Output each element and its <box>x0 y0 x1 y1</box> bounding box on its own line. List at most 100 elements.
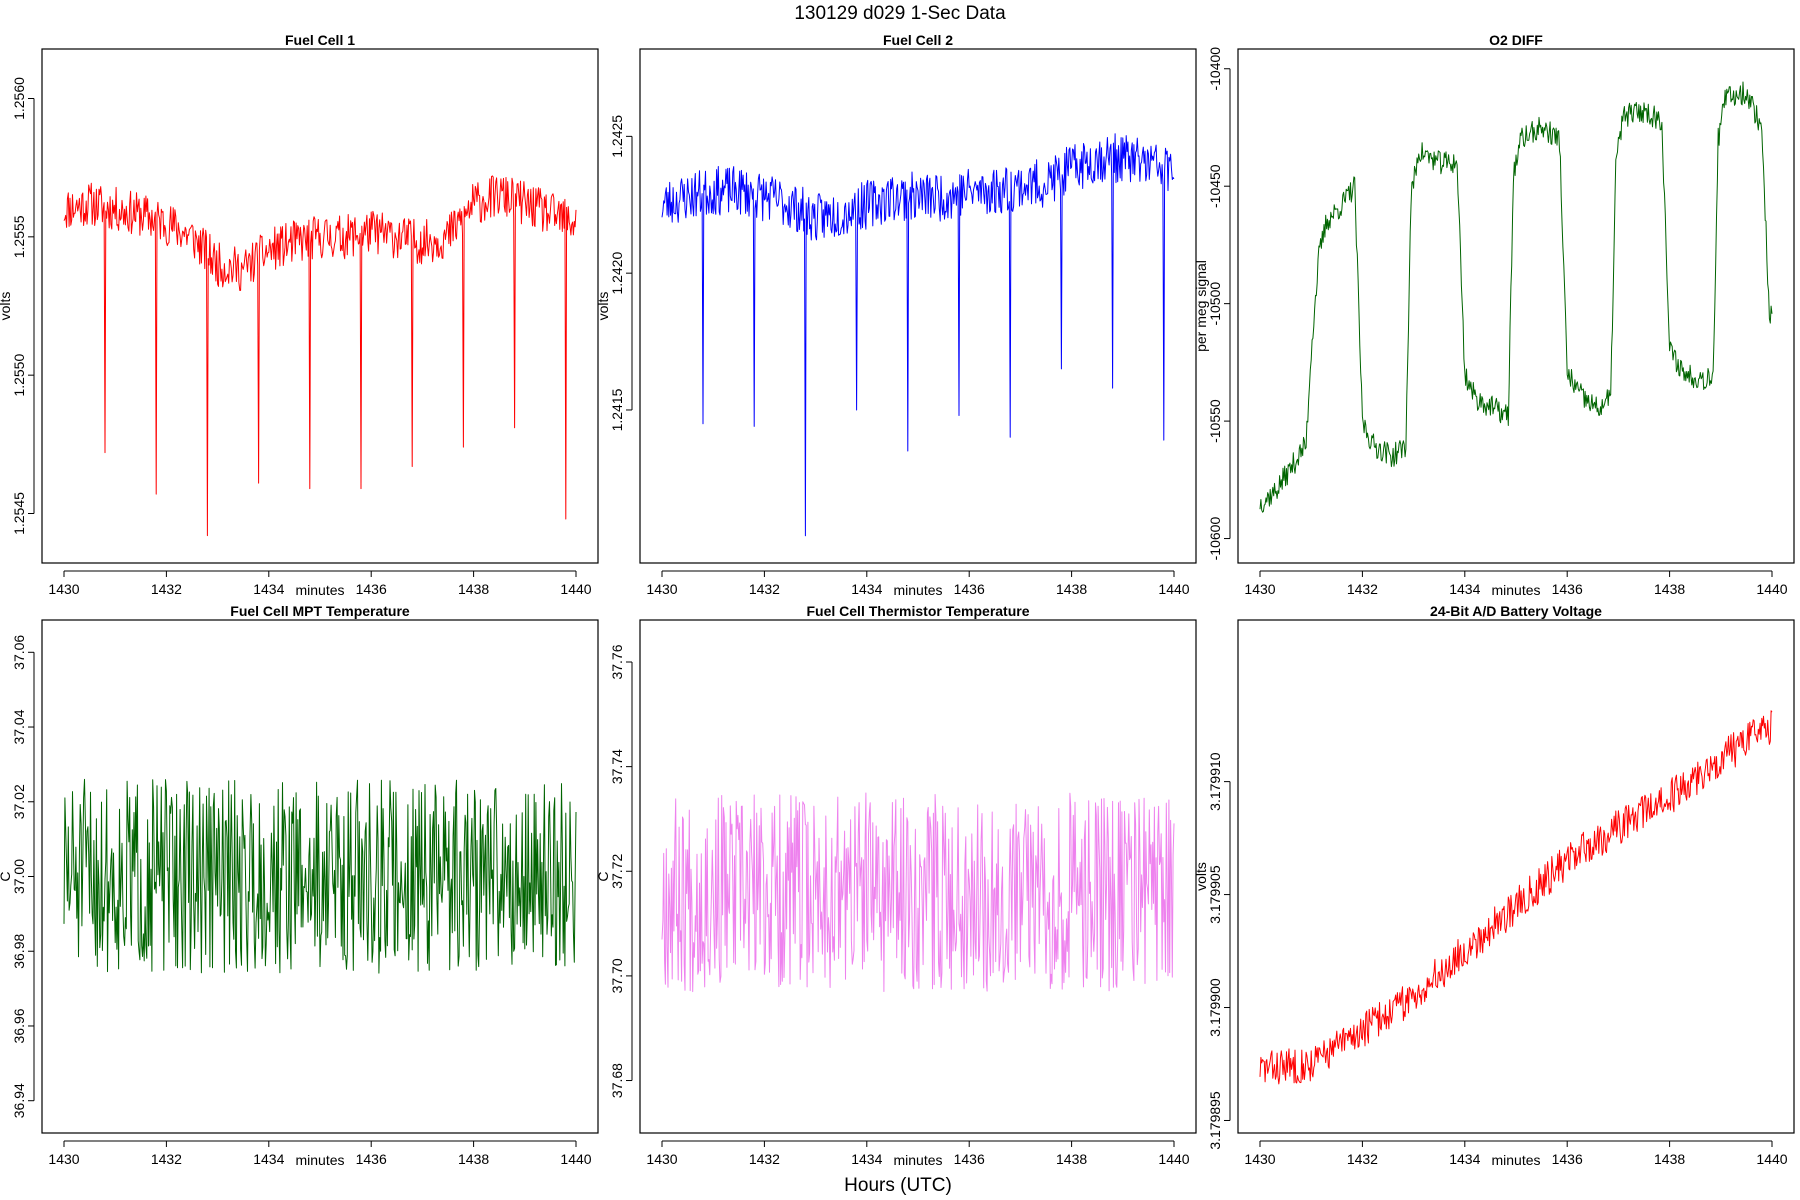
x-tick-label: 1434 <box>253 1151 284 1167</box>
plot-frame <box>41 48 599 564</box>
x-tick-label: 1432 <box>749 581 780 597</box>
x-tick-label: 1430 <box>646 1151 677 1167</box>
y-tick-label: 37.74 <box>609 749 625 784</box>
chart-panel-therm: Fuel Cell Thermistor Temperature 1430 1432… <box>595 603 1197 1168</box>
x-axis: 1430 1432 1434 1436 1438 1440 <box>48 1140 592 1167</box>
y-tick-label: -10400 <box>1207 47 1223 91</box>
x-tick-label: 1438 <box>458 581 489 597</box>
x-tick-label: 1436 <box>356 581 387 597</box>
plot-frame <box>1237 619 1795 1134</box>
x-tick-label: 1436 <box>954 581 985 597</box>
x-tick-label: 1440 <box>1756 1151 1787 1167</box>
x-axis-label: minutes <box>1491 582 1540 598</box>
x-tick-label: 1438 <box>1056 1151 1087 1167</box>
y-axis-label: C <box>595 871 611 881</box>
x-tick-label: 1438 <box>458 1151 489 1167</box>
y-tick-label: 37.68 <box>609 1063 625 1098</box>
x-tick-label: 1432 <box>749 1151 780 1167</box>
y-tick-label: 3.179905 <box>1207 865 1223 924</box>
x-tick-label: 1438 <box>1056 581 1087 597</box>
y-tick-label: -10550 <box>1207 399 1223 443</box>
y-tick-label: 1.2420 <box>609 252 625 295</box>
x-axis: 1430 1432 1434 1436 1438 1440 <box>646 570 1190 597</box>
x-tick-label: 1438 <box>1654 1151 1685 1167</box>
x-tick-label: 1434 <box>1449 1151 1480 1167</box>
plot-frame <box>1237 48 1795 564</box>
y-tick-label: 37.76 <box>609 644 625 679</box>
y-axis: 1.2415 1.2420 1.2425 <box>609 115 633 431</box>
x-tick-label: 1430 <box>48 581 79 597</box>
y-tick-label: 36.96 <box>11 1008 27 1043</box>
x-tick-label: 1440 <box>1158 1151 1189 1167</box>
panel-title: O2 DIFF <box>1489 32 1543 48</box>
y-tick-label: 1.2545 <box>11 492 27 535</box>
chart-panel-fc2: Fuel Cell 2 1430 1432 1434 1436 1438 1440 minut… <box>595 32 1197 598</box>
x-tick-label: 1440 <box>560 581 591 597</box>
y-axis-label: per meg signal <box>1193 260 1209 352</box>
series-line-fc1 <box>63 175 577 537</box>
chart-panel-o2: O2 DIFF 1430 1432 1434 1436 1438 1440 minutes -1… <box>1193 32 1795 598</box>
y-axis: 1.2545 1.2550 1.2555 1.2560 <box>11 77 35 535</box>
y-tick-label: 37.00 <box>11 859 27 894</box>
x-tick-label: 1430 <box>1244 1151 1275 1167</box>
y-tick-label: 37.70 <box>609 958 625 993</box>
y-tick-label: 37.02 <box>11 784 27 819</box>
panel-title: Fuel Cell 2 <box>883 32 953 48</box>
x-tick-label: 1432 <box>1347 1151 1378 1167</box>
figure-title: 130129 d029 1-Sec Data <box>794 3 1006 24</box>
x-tick-label: 1434 <box>253 581 284 597</box>
y-axis-label: volts <box>0 292 13 321</box>
x-tick-label: 1432 <box>1347 581 1378 597</box>
plot-frame <box>639 619 1197 1134</box>
x-tick-label: 1436 <box>954 1151 985 1167</box>
y-tick-label: 1.2555 <box>11 215 27 258</box>
panel-title: Fuel Cell Thermistor Temperature <box>806 603 1029 619</box>
y-axis: -10600 -10550 -10500 -10450 -10400 <box>1207 47 1231 561</box>
y-tick-label: 36.98 <box>11 934 27 969</box>
y-axis-label: volts <box>1193 862 1209 891</box>
panel-title: 24-Bit A/D Battery Voltage <box>1430 603 1602 619</box>
x-tick-label: 1436 <box>356 1151 387 1167</box>
x-axis: 1430 1432 1434 1436 1438 1440 <box>48 570 592 597</box>
x-tick-label: 1440 <box>1158 581 1189 597</box>
y-tick-label: 37.06 <box>11 635 27 670</box>
y-axis: 37.68 37.70 37.72 37.74 37.76 <box>609 644 633 1098</box>
x-tick-label: 1440 <box>1756 581 1787 597</box>
x-axis-label: minutes <box>295 1152 344 1168</box>
x-tick-label: 1430 <box>48 1151 79 1167</box>
y-tick-label: 1.2415 <box>609 388 625 431</box>
y-tick-label: -10600 <box>1207 517 1223 561</box>
y-tick-label: 37.04 <box>11 709 27 744</box>
panel-title: Fuel Cell 1 <box>285 32 355 48</box>
x-tick-label: 1436 <box>1552 581 1583 597</box>
y-axis-label: volts <box>595 292 611 321</box>
y-tick-label: 1.2550 <box>11 354 27 397</box>
x-axis: 1430 1432 1434 1436 1438 1440 <box>646 1140 1190 1167</box>
x-tick-label: 1432 <box>151 581 182 597</box>
series-line-o2 <box>1259 81 1773 513</box>
x-axis: 1430 1432 1434 1436 1438 1440 <box>1244 1140 1788 1167</box>
y-tick-label: 3.179910 <box>1207 752 1223 811</box>
y-tick-label: -10450 <box>1207 164 1223 208</box>
x-axis-label: minutes <box>893 582 942 598</box>
x-tick-label: 1434 <box>851 1151 882 1167</box>
chart-panel-fc1: Fuel Cell 1 1430 1432 1434 1436 1438 1440 minut… <box>0 32 599 598</box>
x-tick-label: 1438 <box>1654 581 1685 597</box>
y-tick-label: 36.94 <box>11 1083 27 1118</box>
series-line-batt <box>1259 710 1773 1085</box>
x-axis: 1430 1432 1434 1436 1438 1440 <box>1244 570 1788 597</box>
y-tick-label: 3.179900 <box>1207 978 1223 1037</box>
x-tick-label: 1430 <box>646 581 677 597</box>
x-axis-label: minutes <box>295 582 344 598</box>
y-tick-label: 1.2560 <box>11 77 27 120</box>
x-tick-label: 1436 <box>1552 1151 1583 1167</box>
series-line-fc2 <box>661 133 1175 537</box>
x-tick-label: 1434 <box>851 581 882 597</box>
x-axis-label: minutes <box>893 1152 942 1168</box>
y-axis-label: C <box>0 871 13 881</box>
series-line-therm <box>661 792 1175 993</box>
y-axis: 3.179895 3.179900 3.179905 3.179910 <box>1207 752 1231 1150</box>
x-tick-label: 1434 <box>1449 581 1480 597</box>
